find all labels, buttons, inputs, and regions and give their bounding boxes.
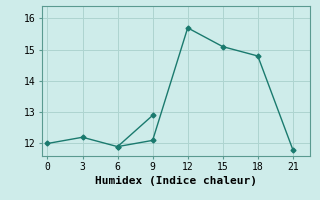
X-axis label: Humidex (Indice chaleur): Humidex (Indice chaleur) [95,176,257,186]
